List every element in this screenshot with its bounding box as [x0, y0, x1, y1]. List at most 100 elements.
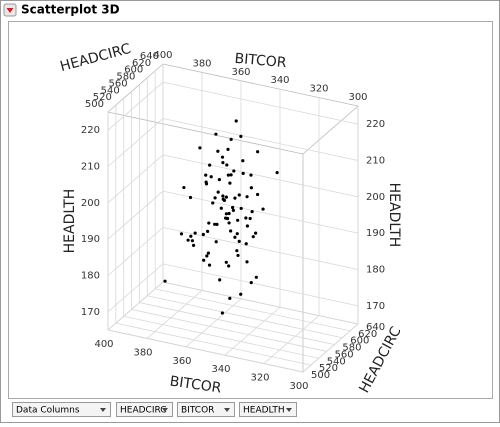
- point: [190, 239, 194, 243]
- axis-title: BITCOR: [169, 373, 223, 396]
- point: [216, 190, 220, 194]
- point: [205, 254, 209, 258]
- point: [226, 147, 230, 151]
- grid-line: [162, 118, 359, 161]
- point: [228, 296, 232, 300]
- point: [207, 221, 211, 225]
- grid-line: [107, 118, 164, 167]
- point: [218, 278, 222, 282]
- axis-title: HEADLTH: [386, 183, 402, 248]
- grid-line: [162, 263, 359, 307]
- dropdown[interactable]: [177, 402, 235, 417]
- red-triangle[interactable]: [6, 8, 14, 13]
- tick-label: 620: [358, 329, 377, 340]
- axis-title: HEADLTH: [62, 189, 78, 254]
- grid-line: [107, 154, 164, 204]
- tick-label: 190: [366, 228, 385, 239]
- point: [235, 232, 239, 236]
- dropdown-arrow: [100, 408, 106, 412]
- tick-label: 360: [231, 67, 250, 78]
- tick-label: 380: [133, 347, 152, 358]
- grid-line: [162, 190, 359, 234]
- point: [182, 185, 186, 190]
- point: [213, 222, 217, 226]
- tick-label: 580: [116, 72, 135, 83]
- dropdown[interactable]: [239, 402, 297, 417]
- point: [206, 251, 210, 255]
- point: [207, 263, 212, 267]
- dropdown[interactable]: [12, 402, 111, 417]
- dropdown[interactable]: [116, 402, 173, 417]
- point: [206, 229, 210, 233]
- grid-line: [146, 290, 203, 339]
- point: [216, 149, 220, 153]
- box-edge: [162, 63, 359, 107]
- point: [231, 205, 235, 210]
- point: [229, 173, 233, 177]
- grid-line: [162, 154, 359, 198]
- point: [254, 275, 258, 279]
- tick-label: 340: [211, 364, 230, 375]
- point: [248, 216, 252, 221]
- dropdown-arrow: [286, 408, 292, 412]
- box-edge: [107, 63, 164, 113]
- point: [188, 195, 193, 200]
- point: [232, 169, 236, 173]
- point: [228, 181, 232, 185]
- grid-line: [131, 309, 327, 352]
- point: [224, 212, 228, 216]
- grid-line: [224, 306, 281, 356]
- tick-label: 540: [327, 356, 346, 367]
- point: [254, 231, 258, 235]
- tick-label: 200: [81, 198, 100, 209]
- tick-label: 180: [366, 265, 385, 276]
- tick-label: 180: [81, 271, 100, 282]
- point: [213, 196, 217, 200]
- point: [225, 163, 229, 167]
- tick-label: 210: [366, 156, 385, 167]
- tick-label: 560: [335, 349, 354, 360]
- point: [245, 224, 250, 228]
- point: [245, 195, 249, 199]
- box-edge: [302, 105, 359, 155]
- point: [211, 201, 215, 205]
- point: [235, 249, 239, 253]
- dropdown-label: HEADCIRC: [120, 406, 167, 416]
- grid-line: [162, 81, 359, 125]
- point: [241, 159, 245, 163]
- grid-line: [147, 295, 343, 339]
- point: [224, 260, 228, 264]
- point: [255, 192, 260, 197]
- point: [220, 311, 224, 315]
- tick-label: 500: [311, 370, 330, 381]
- point: [222, 198, 227, 202]
- dropdown-arrow: [162, 408, 168, 412]
- point: [217, 177, 221, 182]
- tick-label: 540: [101, 85, 120, 96]
- dropdown-arrow: [224, 408, 230, 412]
- point: [241, 171, 245, 175]
- axis-title: BITCOR: [234, 51, 287, 71]
- tick-label: 560: [108, 78, 127, 89]
- grid-line: [263, 315, 320, 364]
- point: [231, 208, 235, 212]
- tick-label: 320: [309, 84, 328, 95]
- tick-label: 170: [366, 301, 385, 312]
- tick-label: 640: [366, 322, 385, 333]
- point: [250, 210, 254, 214]
- tick-label: 580: [342, 343, 361, 354]
- dropdown-label: BITCOR: [181, 406, 214, 416]
- grid-line: [162, 281, 359, 325]
- point: [179, 232, 184, 236]
- grid-line: [107, 281, 164, 331]
- tick-label: 600: [124, 65, 143, 76]
- point: [221, 194, 225, 198]
- tick-label: 220: [366, 119, 385, 130]
- point: [244, 242, 248, 246]
- point: [209, 175, 213, 179]
- point: [237, 239, 241, 243]
- grid-line: [107, 329, 304, 373]
- point: [239, 134, 243, 138]
- point: [163, 279, 167, 283]
- tick-label: 380: [192, 58, 211, 69]
